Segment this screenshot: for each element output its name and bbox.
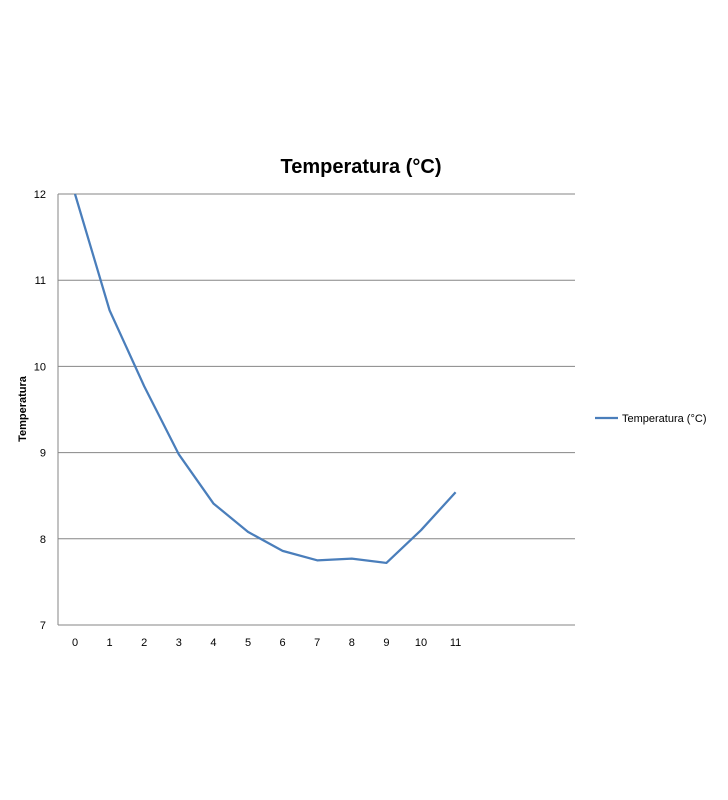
x-tick-label: 2	[141, 637, 147, 649]
y-axis-ticks: 7 8 9 10 11 12	[34, 189, 46, 632]
gridlines	[58, 193, 575, 540]
x-tick-label: 0	[72, 637, 78, 649]
x-tick-label: 10	[415, 637, 427, 649]
legend: Temperatura (°C)	[595, 413, 706, 425]
y-axis-label: Temperatura	[17, 375, 29, 442]
y-tick-label: 10	[34, 361, 46, 373]
x-tick-label: 5	[245, 637, 251, 649]
x-tick-label: 7	[314, 637, 320, 649]
y-tick-label: 7	[40, 620, 46, 632]
y-tick-label: 9	[40, 448, 46, 460]
y-tick-label: 11	[35, 275, 46, 287]
series-line	[73, 193, 457, 565]
axes	[57, 194, 575, 626]
x-tick-label: 1	[107, 637, 113, 649]
x-tick-label: 4	[210, 637, 216, 649]
series-group	[73, 193, 457, 565]
x-tick-label: 8	[349, 637, 355, 649]
x-axis-ticks: 0 1 2 3 4 5 6 7 8 9 10 11	[72, 637, 461, 649]
x-tick-label: 11	[450, 637, 461, 649]
x-tick-label: 3	[176, 637, 182, 649]
y-tick-label: 8	[40, 534, 46, 546]
x-tick-label: 6	[280, 637, 286, 649]
legend-label: Temperatura (°C)	[622, 413, 706, 425]
y-tick-label: 12	[34, 189, 46, 201]
chart-title: Temperatura (°C)	[281, 156, 442, 178]
x-tick-label: 9	[383, 637, 389, 649]
